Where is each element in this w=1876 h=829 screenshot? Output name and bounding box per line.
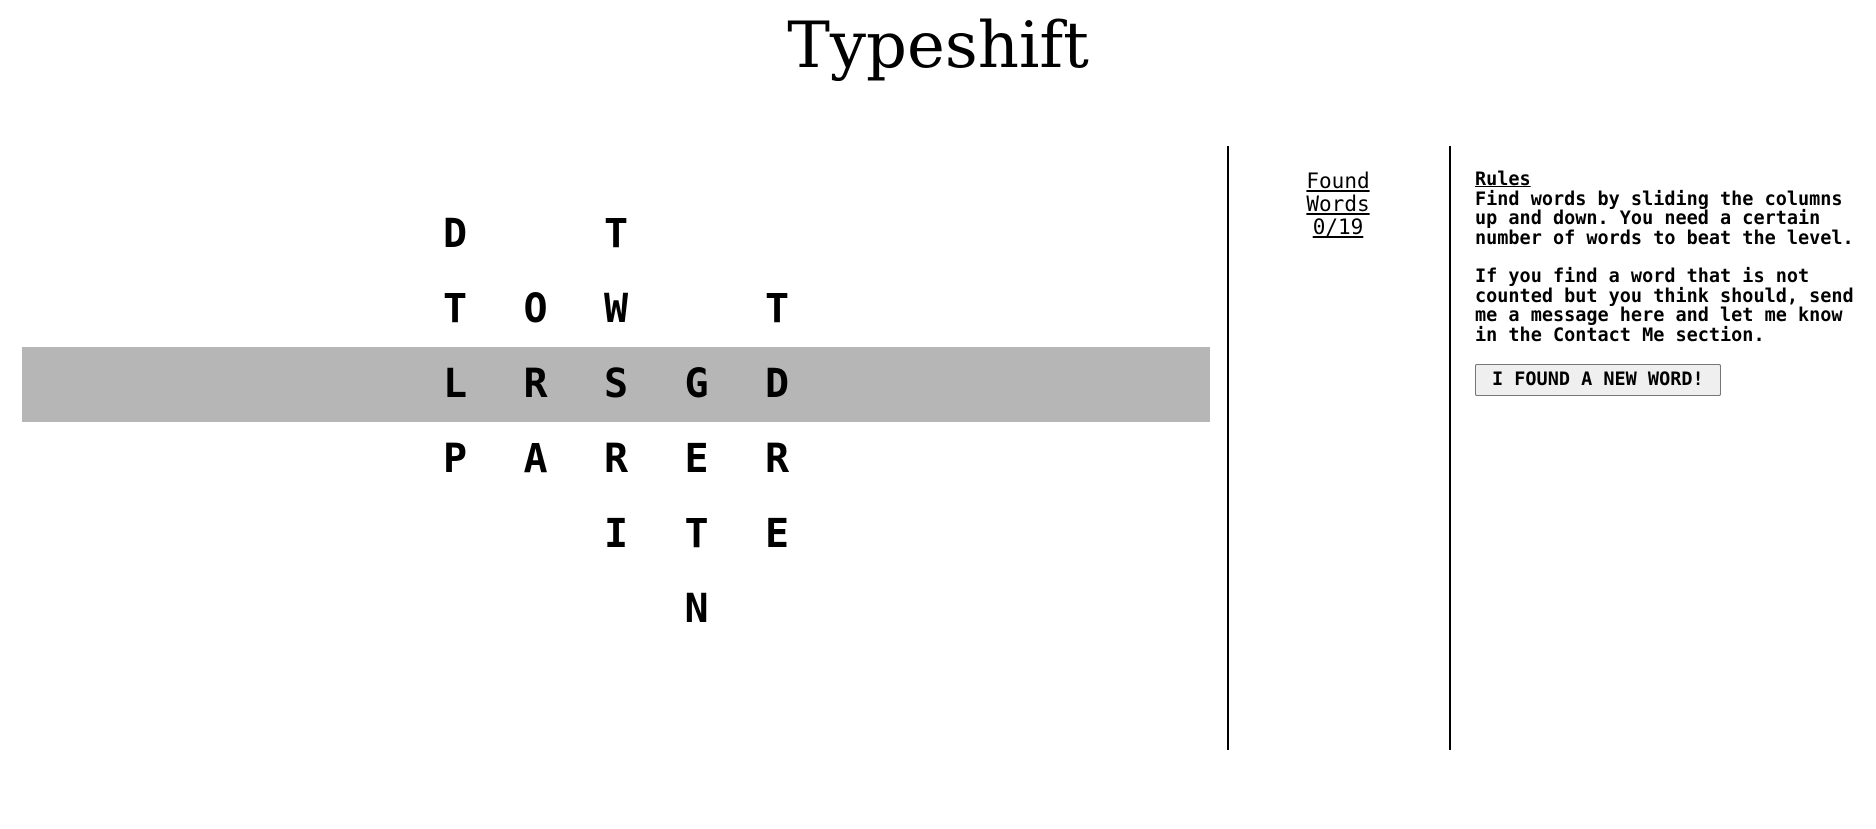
- found-words-panel: Found Words 0/19: [1228, 170, 1448, 239]
- found-words-label-line2: Words: [1306, 192, 1370, 216]
- letter-tile[interactable]: G: [684, 361, 709, 407]
- letter-tile[interactable]: O: [523, 286, 548, 332]
- letter-tile[interactable]: W: [603, 286, 629, 332]
- letter-tile[interactable]: L: [442, 361, 468, 407]
- rules-heading: Rules: [1475, 169, 1531, 190]
- letter-tile[interactable]: T: [764, 286, 790, 332]
- selected-row-highlight: [22, 347, 1210, 422]
- rules-paragraph-1: Find words by sliding the columns up and…: [1475, 188, 1854, 249]
- letter-tile[interactable]: T: [442, 286, 468, 332]
- found-words-label-line1: Found: [1306, 169, 1370, 193]
- letter-tile[interactable]: S: [603, 361, 629, 407]
- letter-tile[interactable]: I: [603, 511, 629, 557]
- letter-tile[interactable]: R: [764, 436, 790, 482]
- board-divider: [1227, 146, 1229, 750]
- letter-tile[interactable]: D: [442, 211, 468, 257]
- found-new-word-button[interactable]: I FOUND A NEW WORD!: [1475, 364, 1721, 396]
- letter-tile[interactable]: N: [684, 586, 709, 632]
- letter-tile[interactable]: R: [523, 361, 548, 407]
- rules-panel: Rules Find words by sliding the columns …: [1475, 170, 1855, 396]
- letter-tile[interactable]: A: [523, 436, 548, 482]
- letter-tile[interactable]: E: [684, 436, 709, 482]
- rules-paragraph-2: If you find a word that is not counted b…: [1475, 266, 1854, 346]
- letter-tile[interactable]: T: [603, 211, 629, 257]
- letter-tile[interactable]: D: [764, 361, 790, 407]
- letter-tile[interactable]: R: [603, 436, 629, 482]
- found-words-count: 0/19: [1312, 215, 1364, 239]
- page-title: Typeshift: [787, 9, 1089, 83]
- panel-divider: [1449, 146, 1451, 750]
- letter-tile[interactable]: P: [442, 436, 468, 482]
- letter-tile[interactable]: E: [764, 511, 790, 557]
- letter-tile[interactable]: T: [684, 511, 709, 557]
